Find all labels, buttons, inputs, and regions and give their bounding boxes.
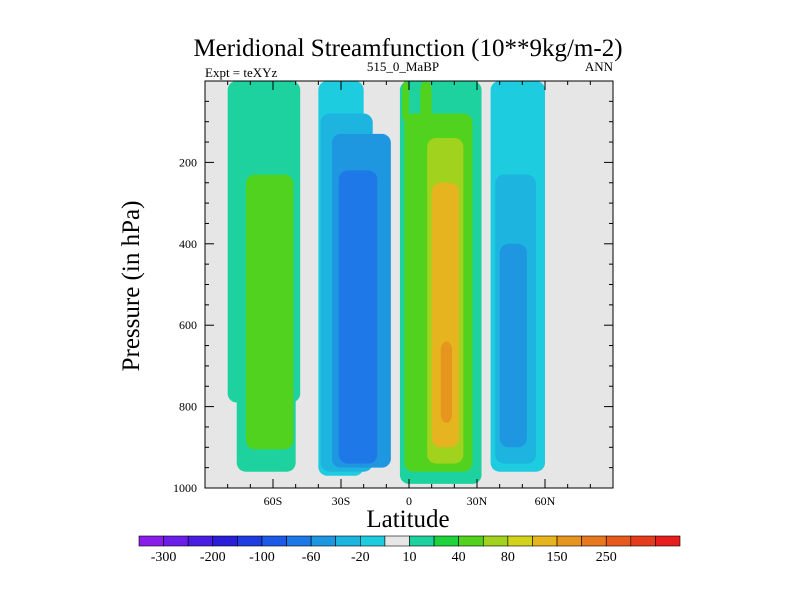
colorbar-swatch-3	[212, 535, 238, 547]
axis-ticks: 60S 30S 0 30N 60N 200 400 600 800 1000	[173, 81, 613, 508]
colorbar-swatch-16	[532, 535, 558, 547]
x-tick-label-2: 0	[406, 494, 412, 508]
colorbar-label-0: -300	[151, 550, 177, 565]
colorbar-swatch-2	[187, 535, 214, 547]
y-tick-label-1: 400	[179, 237, 197, 251]
colorbar-label-2: -100	[249, 550, 275, 565]
contour-cell-9	[420, 81, 432, 122]
subtitle-left: Expt = teXYz	[205, 65, 278, 80]
colorbar-label-8: 150	[547, 550, 568, 565]
y-tick-label-0: 200	[179, 155, 197, 169]
colorbar-swatch-0	[138, 535, 164, 547]
contour-cell-8	[402, 81, 409, 122]
colorbar-swatch-13	[458, 535, 484, 547]
colorbar-swatch-17	[556, 535, 582, 547]
contour-cell-14	[440, 341, 453, 423]
colorbar-swatch-20	[630, 535, 656, 547]
x-tick-label-4: 60N	[535, 494, 556, 508]
colorbar-swatch-9	[360, 535, 386, 547]
colorbar-swatch-7	[310, 535, 337, 547]
colorbar-swatch-8	[335, 535, 361, 547]
colorbar-swatch-19	[605, 535, 632, 547]
colorbar-swatch-4	[237, 535, 263, 547]
colorbar-swatch-10	[384, 535, 410, 547]
colorbar-swatch-12	[433, 535, 459, 547]
y-tick-label-3: 800	[179, 400, 197, 414]
colorbar-label-6: 40	[452, 550, 466, 565]
colorbar-label-3: -60	[302, 550, 321, 565]
colorbar-swatch-6	[286, 535, 312, 547]
x-tick-label-0: 60S	[264, 494, 283, 508]
colorbar-label-7: 80	[501, 550, 515, 565]
chart-title: Meridional Streamfunction (10**9kg/m-2)	[193, 35, 622, 62]
subtitle-right: ANN	[585, 59, 614, 74]
colorbar-label-4: -20	[351, 550, 370, 565]
contour-cell-17	[499, 243, 527, 448]
y-tick-label-2: 600	[179, 318, 197, 332]
colorbar-swatch-21	[655, 535, 681, 547]
colorbar-swatch-18	[581, 535, 607, 547]
colorbar-swatch-15	[507, 535, 533, 547]
x-axis-label: Latitude	[366, 506, 449, 533]
contour-fills	[227, 81, 545, 484]
colorbar: -300 -200 -100 -60 -20 10 40 80 150 250	[138, 535, 681, 565]
contour-cell-6	[338, 170, 378, 464]
subtitle-center: 515_0_MaBP	[367, 59, 439, 74]
y-axis-label: Pressure (in hPa)	[118, 201, 145, 372]
colorbar-label-9: 250	[596, 550, 617, 565]
colorbar-swatch-5	[261, 535, 287, 547]
y-tick-label-4: 1000	[173, 481, 197, 495]
colorbar-label-1: -200	[200, 550, 226, 565]
colorbar-label-5: 10	[403, 550, 417, 565]
colorbar-swatch-1	[163, 535, 189, 547]
x-tick-label-3: 30N	[467, 494, 488, 508]
colorbar-swatch-11	[409, 535, 435, 547]
x-tick-label-1: 30S	[332, 494, 351, 508]
colorbar-swatch-14	[482, 535, 509, 547]
contour-cell-2	[245, 174, 294, 450]
